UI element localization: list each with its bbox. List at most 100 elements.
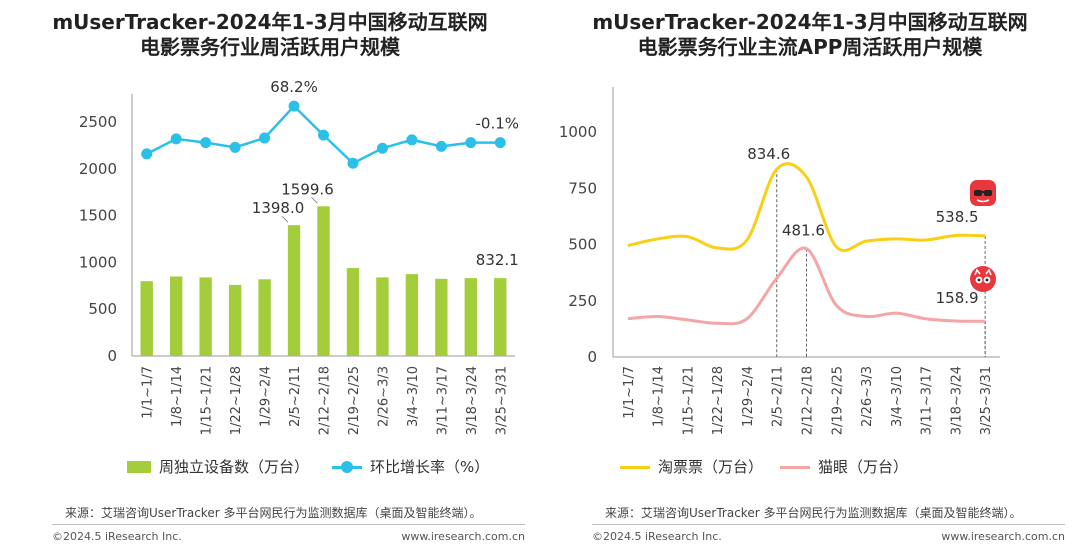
point-value-label: 481.6 bbox=[782, 222, 825, 240]
legend-label-devices: 周独立设备数（万台） bbox=[159, 458, 310, 476]
legend-label-taopiaopiao: 淘票票（万台） bbox=[658, 458, 764, 476]
bar bbox=[317, 206, 330, 356]
line-dot-swatch-icon bbox=[332, 460, 362, 474]
legend-label-maoyan: 猫眼（万台） bbox=[818, 458, 909, 476]
legend-item-growth: 环比增长率（%） bbox=[332, 456, 489, 477]
legend-label-growth: 环比增长率（%） bbox=[370, 458, 490, 476]
x-tick-label: 2/26~3/3 bbox=[860, 366, 875, 427]
x-tick-label: 3/25~3/31 bbox=[494, 366, 509, 435]
y-tick-label: 2000 bbox=[79, 160, 117, 178]
taopiaopiao-line bbox=[627, 162, 986, 253]
x-tick-label: 3/11~3/17 bbox=[920, 366, 935, 435]
growth-rate-point bbox=[288, 100, 300, 112]
x-tick-label: 2/19~2/25 bbox=[830, 366, 845, 435]
x-tick-label: 1/15~1/21 bbox=[200, 366, 215, 435]
point-value-label: 834.6 bbox=[747, 145, 790, 163]
bar bbox=[405, 274, 419, 356]
legend-item-maoyan: 猫眼（万台） bbox=[780, 456, 908, 477]
y-tick-label: 250 bbox=[568, 292, 597, 310]
x-tick-label: 1/8~1/14 bbox=[170, 366, 185, 427]
y-tick-label: 500 bbox=[88, 300, 117, 318]
y-tick-label: 0 bbox=[587, 348, 597, 366]
x-tick-label: 2/26~3/3 bbox=[376, 366, 391, 427]
growth-rate-point bbox=[259, 132, 271, 144]
bar bbox=[287, 225, 301, 356]
left-title-line2: 电影票务行业周活跃用户规模 bbox=[140, 35, 400, 59]
growth-rate-point bbox=[141, 148, 153, 160]
growth-value-label: -0.1% bbox=[476, 115, 520, 133]
point-value-label: 158.9 bbox=[936, 289, 979, 307]
y-tick-label: 500 bbox=[568, 236, 597, 254]
copyright: ©2024.5 iResearch Inc. bbox=[52, 530, 182, 543]
bar bbox=[435, 278, 448, 356]
website: www.iresearch.com.cn bbox=[941, 530, 1065, 543]
source-note: 来源：艾瑞咨询UserTracker 多平台网民行为监测数据库（桌面及智能终端）… bbox=[65, 506, 482, 520]
bar bbox=[376, 277, 389, 356]
x-tick-label: 2/12~2/18 bbox=[318, 366, 333, 435]
bar bbox=[140, 281, 153, 356]
legend-item-devices: 周独立设备数（万台） bbox=[127, 456, 309, 477]
y-tick-label: 1000 bbox=[559, 123, 597, 141]
x-tick-label: 3/25~3/31 bbox=[979, 366, 994, 435]
bar bbox=[494, 278, 507, 356]
right-panel: mUserTracker-2024年1-3月中国移动互联网 电影票务行业主流AP… bbox=[540, 0, 1080, 560]
x-tick-label: 3/4~3/10 bbox=[890, 366, 905, 427]
growth-rate-point bbox=[465, 137, 477, 149]
right-title-line1: mUserTracker-2024年1-3月中国移动互联网 bbox=[592, 10, 1028, 34]
growth-rate-point bbox=[406, 134, 418, 146]
bar-label-leader bbox=[311, 196, 318, 204]
x-tick-label: 3/4~3/10 bbox=[406, 366, 421, 427]
footer-divider bbox=[52, 524, 525, 525]
growth-rate-point bbox=[170, 133, 182, 145]
x-tick-label: 2/5~2/11 bbox=[771, 366, 786, 427]
source-note: 来源：艾瑞咨询UserTracker 多平台网民行为监测数据库（桌面及智能终端）… bbox=[605, 506, 1022, 520]
point-value-label: 538.5 bbox=[936, 208, 979, 226]
x-tick-label: 1/22~1/28 bbox=[229, 366, 244, 435]
x-tick-label: 1/29~2/4 bbox=[259, 366, 274, 427]
right-chart-title: mUserTracker-2024年1-3月中国移动互联网 电影票务行业主流AP… bbox=[540, 10, 1080, 60]
x-tick-label: 2/12~2/18 bbox=[801, 366, 816, 435]
left-bar-line-chart: 0 500 1000 1500 2000 2500 1/1~1/7 1/8~1/14 1/15~… bbox=[79, 78, 520, 435]
growth-rate-point bbox=[347, 157, 359, 169]
copyright: ©2024.5 iResearch Inc. bbox=[592, 530, 722, 543]
growth-rate-point bbox=[229, 141, 241, 153]
y-tick-label: 1000 bbox=[79, 253, 117, 271]
maoyan-line bbox=[627, 246, 986, 326]
left-title-line1: mUserTracker-2024年1-3月中国移动互联网 bbox=[52, 10, 488, 34]
bar-label-leader bbox=[281, 215, 289, 223]
y-tick-label: 0 bbox=[107, 347, 117, 365]
x-tick-label: 1/15~1/21 bbox=[681, 366, 696, 435]
bar bbox=[199, 277, 212, 356]
x-tick-label: 1/1~1/7 bbox=[141, 366, 156, 419]
growth-rate-point bbox=[435, 140, 447, 152]
x-tick-label: 1/8~1/14 bbox=[652, 366, 667, 427]
y-tick-label: 750 bbox=[568, 179, 597, 197]
x-tick-label: 1/29~2/4 bbox=[741, 366, 756, 427]
legend-item-taopiaopiao: 淘票票（万台） bbox=[620, 456, 763, 477]
bar-value-label: 1398.0 bbox=[252, 199, 305, 217]
right-legend: 淘票票（万台） 猫眼（万台） bbox=[540, 456, 1080, 480]
bar bbox=[464, 278, 477, 356]
left-panel: mUserTracker-2024年1-3月中国移动互联网 电影票务行业周活跃用… bbox=[0, 10, 540, 543]
taopiaopiao-line-swatch-icon bbox=[620, 460, 650, 474]
bar bbox=[170, 276, 183, 356]
growth-rate-point bbox=[318, 129, 329, 141]
growth-rate-point bbox=[376, 142, 388, 154]
website: www.iresearch.com.cn bbox=[401, 530, 525, 543]
x-tick-label: 1/1~1/7 bbox=[622, 366, 637, 419]
maoyan-app-icon bbox=[970, 266, 996, 292]
bar-swatch-icon bbox=[127, 460, 151, 473]
footer-divider bbox=[592, 524, 1065, 525]
y-tick-label: 2500 bbox=[79, 113, 117, 131]
bar bbox=[346, 268, 360, 356]
maoyan-line-swatch-icon bbox=[780, 460, 810, 474]
bar-value-label: 832.1 bbox=[476, 251, 519, 269]
bar-value-label: 1599.6 bbox=[281, 180, 334, 198]
taopiaopiao-app-icon bbox=[970, 180, 996, 206]
bar bbox=[228, 284, 242, 356]
growth-rate-point bbox=[200, 137, 212, 149]
growth-rate-point bbox=[494, 137, 506, 149]
right-title-line2: 电影票务行业主流APP周活跃用户规模 bbox=[637, 35, 983, 59]
growth-value-label: 68.2% bbox=[270, 78, 318, 96]
left-chart-title: mUserTracker-2024年1-3月中国移动互联网 电影票务行业周活跃用… bbox=[0, 10, 540, 60]
